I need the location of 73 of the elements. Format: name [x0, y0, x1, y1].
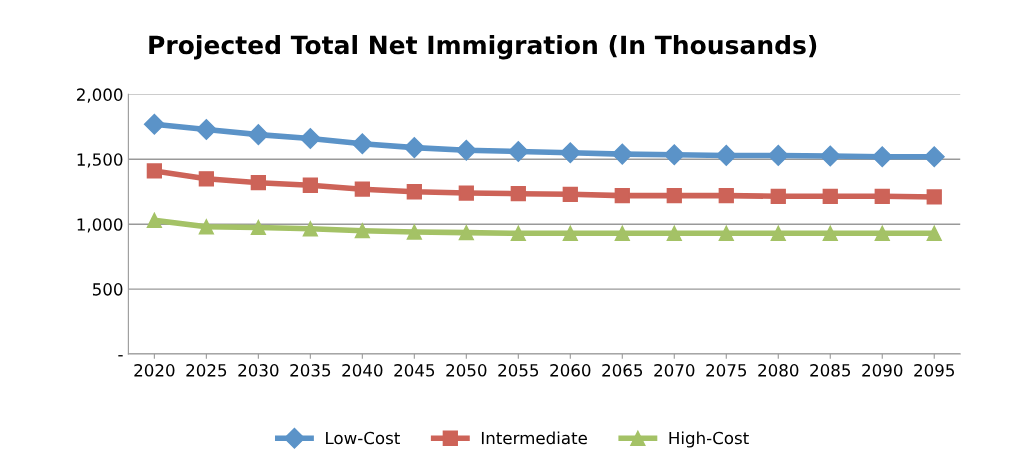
point — [458, 185, 474, 201]
point — [562, 186, 578, 202]
point — [926, 225, 942, 241]
point — [614, 225, 630, 241]
point — [406, 184, 422, 200]
point — [666, 225, 682, 241]
point — [770, 188, 786, 204]
point — [715, 144, 737, 166]
x-tick-label: 2060 — [550, 364, 591, 377]
point — [406, 224, 422, 240]
x-tick-label: 2055 — [498, 364, 539, 377]
point — [247, 124, 269, 146]
point — [718, 225, 734, 241]
point — [923, 146, 945, 168]
point — [299, 128, 321, 150]
y-tick-label: 1,500 — [77, 153, 123, 168]
point — [354, 181, 370, 197]
point — [822, 225, 838, 241]
x-tick-label: 2035 — [290, 364, 331, 377]
point — [926, 189, 942, 205]
x-tick-label: 2090 — [862, 364, 903, 377]
point — [354, 223, 370, 239]
point — [819, 145, 841, 167]
y-tick-label: - — [118, 355, 123, 357]
x-tick-label: 2050 — [446, 364, 487, 377]
point — [143, 113, 165, 135]
x-tick-label: 2095 — [914, 364, 954, 377]
x-tick-label: 2045 — [394, 364, 435, 377]
point — [146, 212, 163, 228]
point — [666, 188, 682, 204]
point — [663, 144, 685, 166]
y-tick-label: 500 — [92, 283, 123, 296]
point — [458, 224, 474, 241]
point — [611, 143, 633, 165]
point — [874, 225, 890, 241]
point — [559, 142, 581, 164]
point — [302, 221, 318, 237]
legend-label: Intermediate — [481, 431, 587, 445]
x-tick-label: 2075 — [706, 364, 747, 377]
x-tick-label: 2070 — [654, 364, 695, 377]
x-tick-label: 2030 — [238, 364, 279, 377]
x-tick-label: 2080 — [758, 364, 799, 377]
legend-label: Low-Cost — [326, 431, 400, 445]
chart-title: Projected Total Net Immigration (In Thousands) — [149, 35, 817, 60]
x-tick-label: 2040 — [342, 364, 383, 377]
y-tick-label: 2,000 — [77, 88, 123, 103]
point — [874, 188, 890, 204]
x-tick-label: 2020 — [134, 364, 175, 377]
point — [195, 118, 217, 140]
point — [770, 225, 786, 241]
point — [507, 140, 529, 163]
point — [562, 225, 578, 241]
x-tick-label: 2085 — [810, 364, 851, 377]
legend-label: High-Cost — [669, 431, 749, 448]
x-tick-label: 2065 — [602, 364, 643, 377]
point — [198, 171, 215, 187]
y-tick-label: 1,000 — [77, 218, 123, 233]
point — [510, 186, 526, 202]
point — [822, 188, 838, 204]
point — [403, 137, 425, 159]
point — [250, 175, 266, 191]
point — [351, 133, 373, 155]
point — [510, 225, 526, 241]
point — [871, 146, 893, 168]
point — [250, 219, 266, 236]
point — [718, 188, 734, 204]
point — [198, 219, 215, 235]
x-tick-label: 2025 — [186, 364, 227, 377]
point — [302, 177, 318, 193]
point — [455, 139, 477, 161]
point — [614, 188, 630, 204]
point — [767, 144, 789, 166]
point — [146, 163, 163, 179]
